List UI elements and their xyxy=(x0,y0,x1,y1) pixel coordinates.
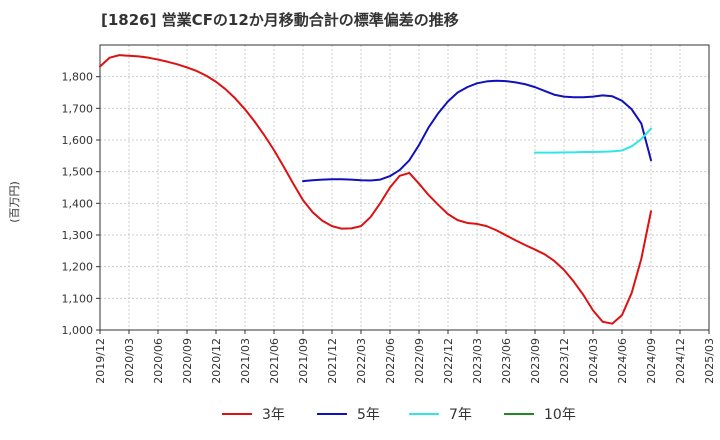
legend-label: 10年 xyxy=(544,407,576,423)
y-tick-label: 1,200 xyxy=(62,261,94,274)
y-tick-label: 1,300 xyxy=(62,229,94,242)
x-tick-label: 2020/06 xyxy=(152,338,165,384)
x-tick-label: 2023/09 xyxy=(529,338,542,384)
x-tick-label: 2024/12 xyxy=(674,338,687,384)
y-tick-label: 1,600 xyxy=(62,134,94,147)
x-tick-label: 2021/06 xyxy=(268,338,281,384)
legend: 3年 5年 7年 10年 xyxy=(222,407,576,423)
y-tick-label: 1,400 xyxy=(62,197,94,210)
legend-label: 7年 xyxy=(449,407,472,423)
x-tick-label: 2022/06 xyxy=(384,338,397,384)
x-tick-label: 2021/12 xyxy=(326,338,339,384)
x-tick-label: 2024/03 xyxy=(587,338,600,384)
y-axis-label: (百万円) xyxy=(8,181,21,223)
x-tick-label: 2024/06 xyxy=(616,338,629,384)
x-tick-label: 2020/12 xyxy=(210,338,223,384)
series-lines xyxy=(99,54,652,325)
x-tick-label: 2022/12 xyxy=(442,338,455,384)
legend-label: 3年 xyxy=(262,407,285,423)
x-tick-label: 2022/03 xyxy=(355,338,368,384)
x-tick-label: 2024/09 xyxy=(645,338,658,384)
y-tick-label: 1,700 xyxy=(62,102,94,115)
x-tick-label: 2020/03 xyxy=(123,338,136,384)
series-line-2 xyxy=(302,79,652,183)
y-tick-label: 1,500 xyxy=(62,166,94,179)
x-tick-label: 2023/03 xyxy=(471,338,484,384)
x-tick-label: 2021/09 xyxy=(297,338,310,384)
y-tick-label: 1,000 xyxy=(62,324,94,337)
y-axis: 1,000 1,100 1,200 1,300 1,400 1,500 1,600 1,700… xyxy=(62,71,100,337)
x-tick-label: 2022/09 xyxy=(413,338,426,384)
legend-label: 5年 xyxy=(357,407,380,423)
x-tick-label: 2023/12 xyxy=(558,338,571,384)
x-axis: 2019/12 2020/03 2020/06 2020/09 2020/12 2021/… xyxy=(94,330,716,384)
x-tick-label: 2020/09 xyxy=(181,338,194,384)
y-tick-label: 1,800 xyxy=(62,71,94,84)
x-tick-label: 2023/06 xyxy=(500,338,513,384)
y-tick-label: 1,100 xyxy=(62,292,94,305)
grid xyxy=(99,45,710,331)
chart-title: [1826] 営業CFの12か月移動合計の標準偏差の推移 xyxy=(101,11,459,29)
plot-area xyxy=(99,44,710,331)
x-tick-label: 2021/03 xyxy=(239,338,252,384)
x-tick-label: 2025/03 xyxy=(703,338,716,384)
series-line-3 xyxy=(534,127,652,154)
series-line-1 xyxy=(99,54,652,325)
x-tick-label: 2019/12 xyxy=(94,338,107,384)
